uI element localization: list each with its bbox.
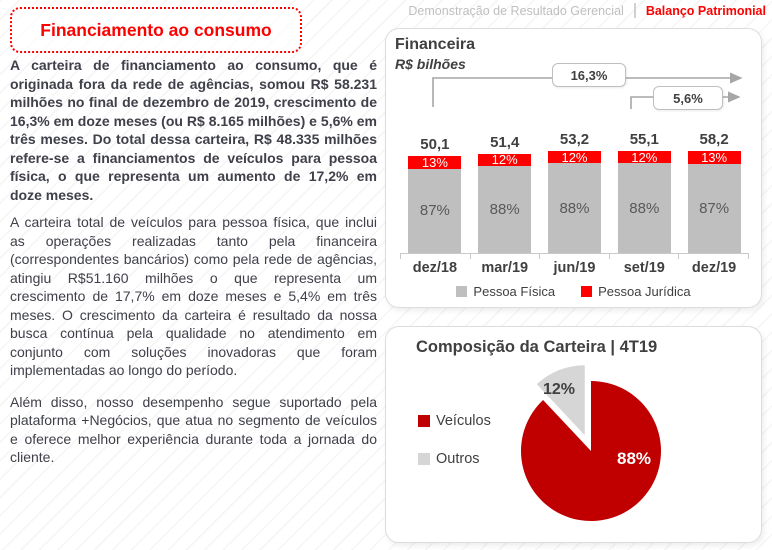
legend-label: Outros [436,451,480,467]
bar-total-label: 58,2 [699,131,729,148]
section-title-box: Financiamento ao consumo [10,7,302,53]
legend-item: Veículos [418,413,491,429]
bar-chart-plot: 50,1 13% 87% 51,4 12% 88% 53,2 12% 88% 55,1 12% 88%… [400,131,749,253]
pie-chart-title: Composição da Carteira | 4T19 [416,338,658,356]
bar-column: 55,1 12% 88% [609,131,679,253]
pie-slice-veiculos [520,381,661,521]
legend-swatch [418,453,430,465]
financeira-chart-card: Financeira R$ bilhões 16,3% 5,6% 50,1 13%… [385,28,762,308]
growth-arrow-12m [432,72,743,107]
legend-label: Pessoa Física [473,284,556,299]
x-axis-label: dez/19 [691,260,737,276]
bar-chart-subtitle: R$ bilhões [395,56,466,72]
x-axis-labels: dez/18 mar/19 jun/19 set/19 dez/19 [400,260,749,276]
body-text-column: A carteira de financiamento ao consumo, … [10,56,377,467]
page-title: Financiamento ao consumo [40,19,272,40]
stacked-bar: 12% 88% [617,150,671,253]
x-axis-label: dez/18 [412,260,458,276]
paragraph-summary: A carteira de financiamento ao consumo, … [10,57,377,203]
bar-chart-title: Financeira [395,36,476,53]
bar-column: 58,2 13% 87% [679,131,749,253]
bar-total-label: 53,2 [559,131,590,148]
pie-label-outros: 12% [543,381,575,398]
pie-chart-legend: Veículos Outros [418,413,491,467]
x-axis-label: set/19 [623,260,665,276]
top-nav: Demonstração de Resultado Gerencial Bala… [408,3,766,18]
growth-3m-label: 5,6% [673,90,703,106]
growth-12m-label: 16,3% [570,67,608,83]
bar-segment-pessoa-juridica: 13% [408,155,462,170]
tab-demonstracao-resultado[interactable]: Demonstração de Resultado Gerencial [408,3,624,18]
bar-chart-legend: Pessoa Física Pessoa Jurídica [386,284,761,299]
pie-slice-outros [536,365,585,436]
legend-swatch [581,286,593,297]
bar-segment-pessoa-juridica: 12% [617,150,671,165]
stacked-bar: 12% 88% [547,150,601,253]
pie-label-veiculos: 88% [617,449,651,468]
legend-swatch [456,286,468,297]
portfolio-composition-card: Composição da Carteira | 4T19 Veículos Ou… [385,326,762,543]
bar-segment-pessoa-fisica: 87% [408,168,462,253]
bar-segment-pessoa-juridica: 12% [547,150,601,165]
bar-column: 51,4 12% 88% [470,131,540,253]
legend-swatch [418,415,430,427]
x-axis-label: mar/19 [481,260,529,276]
bar-total-label: 51,4 [490,134,520,151]
legend-item: Outros [418,451,491,467]
legend-item: Pessoa Jurídica [581,284,691,299]
bar-total-label: 50,1 [420,136,450,153]
bar-segment-pessoa-juridica: 13% [687,150,741,165]
stacked-bar: 13% 87% [687,150,741,253]
bar-segment-pessoa-juridica: 12% [478,152,532,167]
tab-balanco-patrimonial[interactable]: Balanço Patrimonial [645,3,766,18]
paragraph-platform: Além disso, nosso desempenho segue supor… [10,393,377,466]
paragraph-vehicles-detail: A carteira total de veículos para pessoa… [10,214,377,378]
growth-badge-12m: 16,3% [552,63,626,87]
bar-column: 53,2 12% 88% [540,131,610,253]
pie-chart: 88% 12% [520,365,661,521]
bar-segment-pessoa-fisica: 88% [478,165,532,253]
x-axis-label: jun/19 [553,260,596,276]
bar-segment-pessoa-fisica: 88% [547,163,601,253]
stacked-bar: 13% 87% [408,155,462,253]
legend-label: Veículos [436,413,491,429]
nav-divider [633,3,636,18]
legend-label: Pessoa Jurídica [598,284,691,299]
legend-item: Pessoa Física [456,284,555,299]
growth-badge-3m: 5,6% [653,86,723,110]
x-axis [400,253,749,259]
stacked-bar: 12% 88% [478,152,532,253]
bar-segment-pessoa-fisica: 87% [687,164,741,253]
bar-column: 50,1 13% 87% [400,131,470,253]
bar-total-label: 55,1 [629,131,659,148]
bar-segment-pessoa-fisica: 88% [617,163,671,253]
